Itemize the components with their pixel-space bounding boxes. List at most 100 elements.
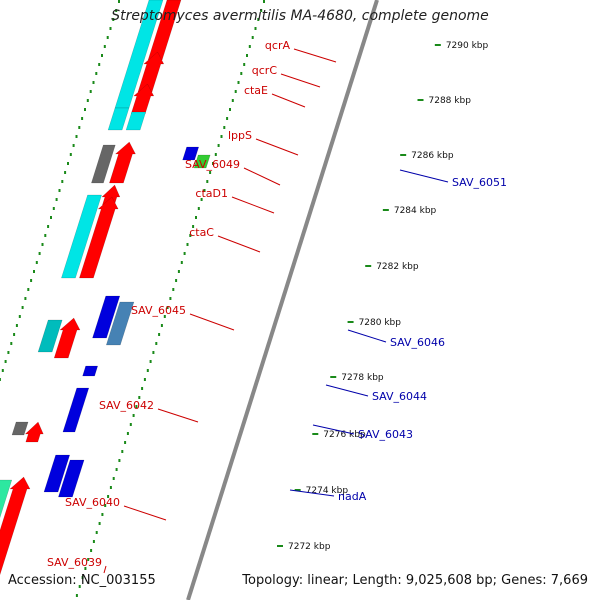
- tick-dot: [260, 9, 263, 12]
- tick-dot: [192, 225, 195, 228]
- tick-dot: [217, 144, 220, 147]
- tick-dot: [135, 405, 138, 408]
- gene-label: SAV_6044: [372, 390, 427, 403]
- tick-dot: [52, 207, 55, 210]
- tick-dot: [158, 333, 161, 336]
- tick-dot: [81, 117, 84, 120]
- tick-dot: [67, 162, 69, 165]
- label-leader: [280, 73, 321, 88]
- tick-dot: [21, 306, 24, 309]
- tick-dot: [50, 216, 52, 219]
- gene-labels: qcrA qcrC ctaE lppS SAV_6049 ctaD1 ctaC SAV_604…: [47, 39, 507, 569]
- tick-dot: [195, 216, 197, 219]
- tick-dot: [180, 261, 183, 264]
- tick-dot: [177, 270, 180, 273]
- scale-tick-label: 7288 kbp: [429, 96, 472, 106]
- gene-label: ctaC: [189, 226, 214, 239]
- tick-dot: [44, 234, 47, 237]
- tick-dot: [78, 126, 81, 129]
- tick-dots: [0, 0, 265, 597]
- tick-dot: [72, 144, 75, 147]
- label-leader: [293, 48, 337, 63]
- tick-dot: [138, 396, 141, 399]
- label-leader: [312, 424, 355, 435]
- gene-feature: [107, 107, 130, 131]
- tick-dot: [132, 414, 135, 417]
- gene-feature: [11, 421, 29, 436]
- tick-dot: [35, 261, 38, 264]
- tick-dot: [141, 387, 144, 390]
- gene-label: qcrC: [252, 64, 278, 77]
- gene-label: ctaD1: [195, 187, 228, 200]
- tick-dot: [95, 531, 98, 534]
- tick-dot: [84, 108, 86, 111]
- gene-label: ctaE: [244, 84, 268, 97]
- gene-feature: [62, 387, 90, 433]
- gene-feature: [79, 196, 119, 279]
- gene-feature: [91, 144, 116, 184]
- label-leader: [255, 138, 299, 156]
- tick-dot: [155, 342, 158, 345]
- tick-dot: [118, 0, 120, 3]
- tick-dot: [24, 297, 27, 300]
- tick-dot: [248, 45, 251, 48]
- tick-dot: [146, 369, 149, 372]
- gene-label: SAV_6042: [99, 399, 154, 412]
- label-leader: [157, 408, 199, 423]
- tick-dot: [86, 99, 89, 102]
- gene-feature: [105, 301, 135, 346]
- tick-dot: [189, 234, 192, 237]
- tick-dot: [183, 252, 186, 255]
- tick-dot: [55, 198, 58, 201]
- tick-dot: [27, 288, 30, 291]
- gene-label: SAV_6043: [358, 428, 413, 441]
- tick-dot: [87, 558, 90, 561]
- gene-feature: [109, 141, 136, 184]
- tick-dot: [41, 243, 44, 246]
- gene-label: SAV_6046: [390, 336, 445, 349]
- tick-dot: [206, 180, 209, 183]
- tick-dot: [251, 36, 254, 39]
- tick-dot: [143, 378, 146, 381]
- tick-dot: [240, 72, 243, 75]
- tick-dot: [124, 441, 127, 444]
- tick-dot: [186, 243, 189, 246]
- gene-feature: [193, 154, 211, 169]
- tick-dot: [197, 207, 200, 210]
- tick-dot: [149, 360, 152, 363]
- tick-dot: [166, 306, 169, 309]
- tick-dot: [160, 324, 163, 327]
- tick-dot: [104, 504, 107, 507]
- tick-dot: [129, 423, 132, 426]
- gene-feature: [92, 295, 121, 339]
- tick-dot: [118, 459, 121, 462]
- gene-label: nadA: [338, 490, 367, 503]
- tick-dot: [4, 360, 7, 363]
- tick-dot: [61, 180, 64, 183]
- tick-dot: [89, 90, 92, 93]
- tick-dot: [109, 27, 112, 30]
- tick-dot: [163, 315, 166, 318]
- tick-dot: [69, 153, 72, 156]
- gene-feature: [82, 365, 99, 377]
- tick-dot: [237, 81, 240, 84]
- tick-dot: [38, 252, 41, 255]
- tick-dot: [200, 198, 203, 201]
- scale-tick-label: 7286 kbp: [411, 151, 454, 161]
- tick-dot: [47, 225, 50, 228]
- tick-dot: [92, 540, 95, 543]
- gene-feature: [0, 479, 13, 519]
- tick-dot: [112, 18, 115, 21]
- tick-dot: [106, 36, 109, 39]
- accession-text: Accession: NC_003155: [8, 573, 156, 588]
- gene-features: [0, 0, 211, 576]
- tick-dot: [109, 486, 112, 489]
- scale-tick-label: 7278 kbp: [341, 373, 384, 383]
- tick-dot: [254, 27, 257, 30]
- tick-dot: [90, 549, 93, 552]
- topology-text: Topology: linear; Length: 9,025,608 bp; …: [242, 573, 588, 588]
- label-leader: [217, 235, 261, 253]
- label-leaders: [103, 48, 449, 574]
- tick-dot: [115, 9, 118, 12]
